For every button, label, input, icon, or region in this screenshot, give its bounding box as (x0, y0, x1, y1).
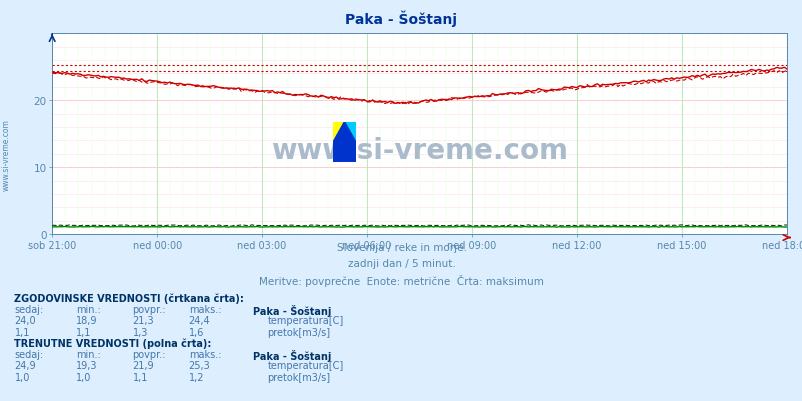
Text: 1,3: 1,3 (132, 327, 148, 337)
Text: 24,4: 24,4 (188, 316, 210, 326)
Text: min.:: min.: (76, 304, 101, 314)
Text: sedaj:: sedaj: (14, 349, 43, 359)
Polygon shape (344, 122, 355, 142)
Text: TRENUTNE VREDNOSTI (polna črta):: TRENUTNE VREDNOSTI (polna črta): (14, 338, 212, 348)
Text: 1,6: 1,6 (188, 327, 204, 337)
Text: Meritve: povprečne  Enote: metrične  Črta: maksimum: Meritve: povprečne Enote: metrične Črta:… (259, 275, 543, 287)
Text: 1,1: 1,1 (76, 327, 91, 337)
Text: www.si-vreme.com: www.si-vreme.com (2, 119, 11, 190)
Text: min.:: min.: (76, 349, 101, 359)
Text: zadnji dan / 5 minut.: zadnji dan / 5 minut. (347, 259, 455, 269)
Text: Paka - Šoštanj: Paka - Šoštanj (253, 304, 331, 316)
Text: 1,0: 1,0 (76, 372, 91, 382)
Text: 24,0: 24,0 (14, 316, 36, 326)
Text: 25,3: 25,3 (188, 360, 210, 371)
Text: pretok[m3/s]: pretok[m3/s] (267, 327, 330, 337)
Text: maks.:: maks.: (188, 304, 221, 314)
Text: 1,1: 1,1 (14, 327, 30, 337)
Text: 21,9: 21,9 (132, 360, 154, 371)
Text: povpr.:: povpr.: (132, 349, 166, 359)
Text: temperatura[C]: temperatura[C] (267, 316, 343, 326)
Text: 19,3: 19,3 (76, 360, 98, 371)
Text: povpr.:: povpr.: (132, 304, 166, 314)
Polygon shape (333, 122, 355, 162)
Text: Paka - Šoštanj: Paka - Šoštanj (345, 10, 457, 26)
Text: Slovenija / reke in morje.: Slovenija / reke in morje. (336, 243, 466, 253)
Text: 21,3: 21,3 (132, 316, 154, 326)
Text: maks.:: maks.: (188, 349, 221, 359)
Text: temperatura[C]: temperatura[C] (267, 360, 343, 371)
Text: 1,1: 1,1 (132, 372, 148, 382)
Text: 1,0: 1,0 (14, 372, 30, 382)
Text: 1,2: 1,2 (188, 372, 204, 382)
Text: 18,9: 18,9 (76, 316, 98, 326)
Text: 24,9: 24,9 (14, 360, 36, 371)
Text: www.si-vreme.com: www.si-vreme.com (271, 136, 567, 164)
Polygon shape (333, 122, 344, 142)
Text: sedaj:: sedaj: (14, 304, 43, 314)
Text: pretok[m3/s]: pretok[m3/s] (267, 372, 330, 382)
Text: ZGODOVINSKE VREDNOSTI (črtkana črta):: ZGODOVINSKE VREDNOSTI (črtkana črta): (14, 293, 244, 303)
Text: Paka - Šoštanj: Paka - Šoštanj (253, 349, 331, 361)
